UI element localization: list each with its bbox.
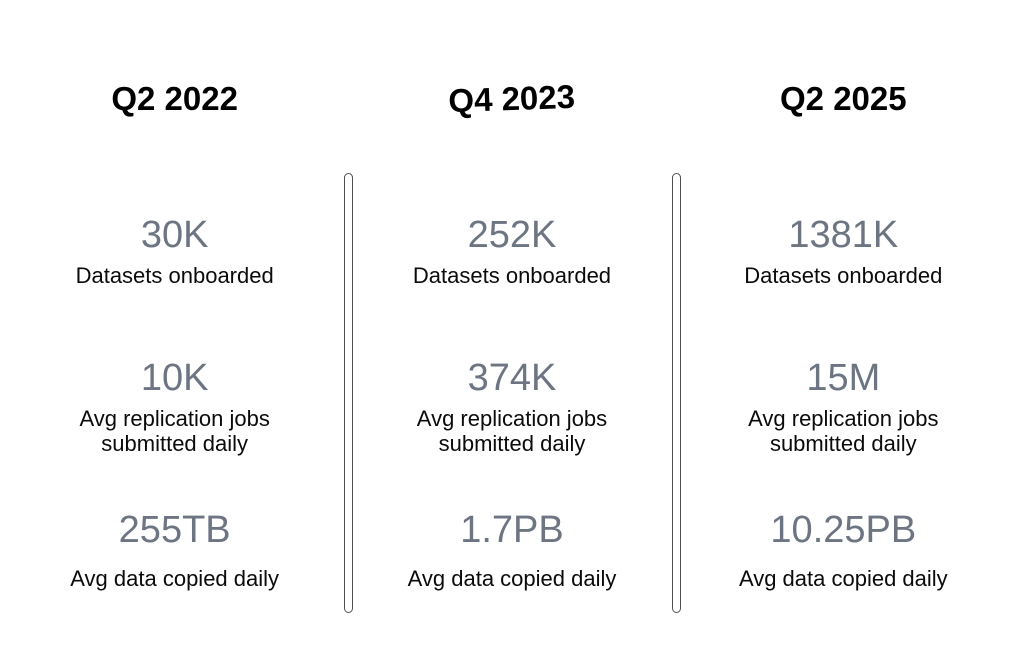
metric-datasets-onboarded: 30K Datasets onboarded <box>4 213 345 288</box>
metric-data-copied: 255TB Avg data copied daily <box>4 508 345 591</box>
metric-datasets-onboarded: 1381K Datasets onboarded <box>673 213 1014 288</box>
column-divider <box>672 173 681 613</box>
metric-datasets-onboarded: 252K Datasets onboarded <box>341 213 682 288</box>
metric-label: Avg data copied daily <box>70 566 280 591</box>
metric-label: Avg data copied daily <box>407 566 617 591</box>
metric-replication-jobs: 15M Avg replication jobs submitted daily <box>673 356 1014 456</box>
metric-value: 15M <box>806 357 881 399</box>
metric-label: Avg replication jobs submitted daily <box>748 406 939 456</box>
metric-value: 10K <box>140 357 209 399</box>
metric-value: 252K <box>467 214 557 256</box>
metric-label: Datasets onboarded <box>75 263 274 288</box>
period-header: Q2 2022 <box>111 80 238 117</box>
metric-label: Datasets onboarded <box>744 263 943 288</box>
metric-label: Datasets onboarded <box>412 263 612 288</box>
metric-label: Avg replication jobs submitted daily <box>416 406 608 456</box>
metric-data-copied: 10.25PB Avg data copied daily <box>673 508 1014 591</box>
metric-value: 255TB <box>118 509 231 551</box>
metric-replication-jobs: 374K Avg replication jobs submitted dail… <box>341 356 682 456</box>
metric-value: 10.25PB <box>770 509 917 551</box>
period-header: Q4 2023 <box>448 77 576 120</box>
period-header: Q2 2025 <box>780 80 907 117</box>
metric-label: Avg data copied daily <box>738 566 948 591</box>
period-column-3: Q2 2025 1381K Datasets onboarded 15M Avg… <box>673 0 1014 668</box>
metric-label: Avg replication jobs submitted daily <box>79 406 270 456</box>
period-column-2: Q4 2023 252K Datasets onboarded 374K Avg… <box>341 0 682 668</box>
metric-value: 30K <box>140 214 209 256</box>
metric-data-copied: 1.7PB Avg data copied daily <box>341 508 682 591</box>
column-divider <box>344 173 353 613</box>
metric-value: 374K <box>467 357 557 399</box>
metric-value: 1381K <box>788 214 899 256</box>
metric-value: 1.7PB <box>460 509 564 551</box>
period-column-1: Q2 2022 30K Datasets onboarded 10K Avg r… <box>4 0 345 668</box>
metric-replication-jobs: 10K Avg replication jobs submitted daily <box>4 356 345 456</box>
